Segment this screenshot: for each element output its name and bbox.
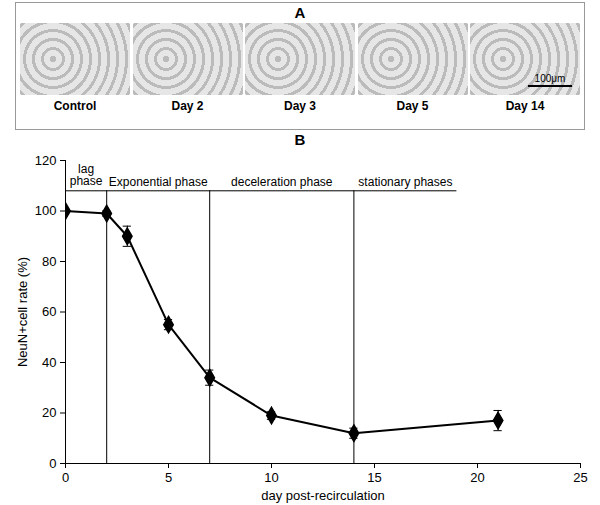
svg-text:100: 100 [35, 203, 57, 218]
svg-text:deceleration phase: deceleration phase [231, 175, 333, 189]
svg-text:80: 80 [42, 254, 56, 269]
svg-text:15: 15 [367, 470, 381, 485]
html-text:100μm: 100μm [534, 73, 566, 84]
html-text:Day 3: Day 3 [284, 99, 316, 113]
html-text:Control: Control [53, 99, 97, 113]
svg-text:day post-recirculation: day post-recirculation [261, 488, 385, 503]
svg-text:0: 0 [62, 470, 69, 485]
html-text:Day 2: Day 2 [171, 99, 204, 113]
html-text:A: A [294, 4, 306, 21]
svg-text:20: 20 [42, 405, 56, 420]
html-text:Day 5: Day 5 [396, 99, 429, 113]
svg-text:lagphase: lagphase [70, 162, 103, 188]
svg-text:stationary phases: stationary phases [358, 175, 452, 189]
svg-text:120: 120 [35, 153, 57, 168]
svg-text:Exponential phase: Exponential phase [109, 175, 208, 189]
svg-text:10: 10 [264, 470, 278, 485]
svg-text:5: 5 [165, 470, 172, 485]
svg-text:0: 0 [49, 456, 56, 471]
html-text:B: B [294, 131, 306, 148]
html-text:Day 14: Day 14 [505, 99, 545, 113]
svg-text:60: 60 [42, 304, 56, 319]
svg-text:40: 40 [42, 355, 56, 370]
svg-text:25: 25 [573, 470, 587, 485]
svg-text:NeuN+cell rate (%): NeuN+cell rate (%) [15, 257, 30, 367]
svg-text:20: 20 [470, 470, 484, 485]
